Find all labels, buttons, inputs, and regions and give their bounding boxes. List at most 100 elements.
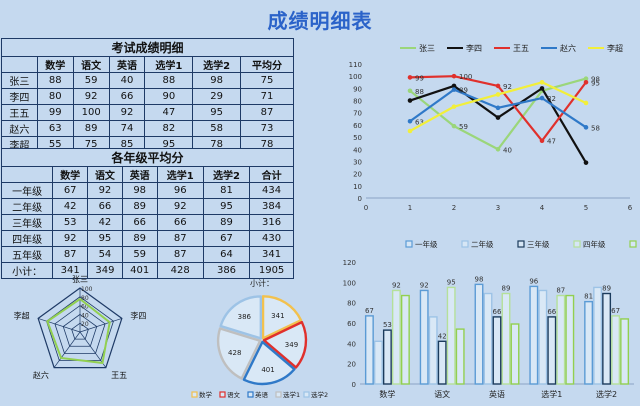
column-header: 英语: [108, 56, 146, 73]
data-label: 98: [591, 76, 600, 84]
radar-grid-ring: [54, 305, 106, 354]
table-cell: 87: [52, 246, 89, 263]
table-cell: 73: [239, 120, 295, 137]
x-category-label: 选学2: [596, 389, 617, 399]
table-cell: 1905: [249, 262, 294, 279]
y-tick-label: 40: [347, 340, 356, 348]
data-label: 100: [459, 73, 472, 81]
table-cell: 53: [52, 214, 89, 231]
y-tick-label: 70: [353, 110, 362, 118]
legend-swatch: [573, 240, 581, 248]
legend-label: 李四: [466, 43, 482, 53]
y-tick-label: 110: [349, 61, 362, 69]
table-cell: 430: [249, 230, 294, 247]
line-chart: 张三 李四 王五 赵六 李超 0 10 20 30 40 50 60 70 80 90 100 110 0 1 2 3 4…: [349, 43, 633, 212]
bar: [455, 328, 465, 385]
legend-swatch: [405, 240, 413, 248]
data-label: 349: [285, 341, 298, 349]
row-label: 三年级: [0, 214, 54, 231]
legend-label: 语文: [227, 390, 241, 399]
data-point: [407, 98, 413, 103]
legend-swatch: [275, 391, 282, 398]
x-tick-label: 1: [408, 204, 412, 212]
bar: [364, 315, 374, 385]
x-category-label: 英语: [489, 389, 505, 399]
bar: [556, 294, 566, 385]
bar: [611, 315, 621, 385]
column-header: 数学: [36, 56, 74, 73]
legend-label: 赵六: [560, 43, 576, 53]
table-cell: 64: [202, 246, 251, 263]
table-cell: 67: [52, 182, 89, 199]
table-cell: 82: [144, 120, 194, 137]
bar: [602, 292, 612, 385]
data-label: 66: [493, 308, 502, 316]
y-tick-label: 0: [352, 381, 356, 389]
table-row: 王五 99 100 92 47 95 87: [1, 104, 295, 121]
y-tick-label: 80: [353, 98, 362, 106]
row-label: 小计：: [0, 262, 54, 279]
legend-swatch: [219, 391, 226, 398]
radar-tick-label: 40: [81, 312, 89, 319]
table-cell: 384: [249, 198, 294, 215]
score-detail-table: 考试成绩明细 数学 语文 英语 选学1 选学2 平均分 张三 88 59 40 88 98 75 李四 80 9…: [1, 38, 295, 153]
data-point: [583, 160, 589, 165]
x-tick-label: 2: [452, 204, 456, 212]
table-row: 三年级 53 42 66 66 89 316: [0, 214, 294, 231]
y-tick-label: 20: [353, 171, 362, 179]
legend-label: 王五: [513, 44, 529, 53]
x-category-label: 选学1: [541, 389, 562, 399]
legend-label: 数学: [199, 390, 213, 399]
bar: [584, 300, 594, 385]
data-point: [495, 115, 501, 120]
table-cell: 92: [52, 230, 89, 247]
table-row: 一年级 67 92 98 96 81 434: [0, 182, 294, 199]
data-label: 63: [415, 118, 424, 126]
bar: [529, 285, 539, 385]
column-header: [1, 56, 38, 73]
radar-axis-label: 李超: [14, 311, 30, 321]
data-label: 386: [238, 313, 252, 321]
table-cell: 92: [72, 88, 110, 105]
x-tick-label: 0: [364, 204, 368, 212]
table-cell: 63: [36, 120, 74, 137]
table-cell: 66: [87, 198, 123, 215]
table-row: 四年级 92 95 89 87 67 430: [0, 230, 294, 247]
radar-axis-label: 李四: [130, 311, 146, 321]
data-label: 92: [392, 281, 401, 289]
pie-slice: [261, 295, 303, 340]
table-cell: 87: [156, 246, 204, 263]
data-label: 341: [271, 312, 284, 320]
bar: [446, 286, 456, 385]
table-cell: 96: [156, 182, 204, 199]
y-tick-label: 20: [347, 361, 356, 369]
column-header: 英语: [121, 166, 158, 183]
pie-slice: [219, 295, 263, 340]
table-cell: 59: [72, 72, 110, 89]
table-cell: 434: [249, 182, 294, 199]
data-label: 67: [611, 307, 620, 315]
table-cell: 88: [144, 72, 194, 89]
table-cell: 100: [72, 104, 110, 121]
data-point: [495, 83, 501, 89]
table-header-row: 数学 语文 英语 选学1 选学2 合计: [0, 166, 294, 183]
y-tick-label: 100: [343, 279, 356, 287]
legend-label: 张三: [419, 44, 435, 53]
legend-label: 选学1: [283, 390, 300, 399]
table-cell: 66: [121, 214, 158, 231]
data-label: 92: [420, 281, 429, 289]
radar-spoke: [38, 318, 81, 333]
legend-label: 二年级: [471, 239, 494, 249]
data-label: 96: [529, 277, 538, 285]
table-row: 二年级 42 66 89 92 95 384: [0, 198, 294, 215]
bar: [510, 323, 520, 385]
column-header: 语文: [72, 56, 110, 73]
legend-swatch: [191, 391, 198, 398]
legend-label: 英语: [255, 390, 269, 399]
data-label: 67: [365, 307, 374, 315]
table-cell: 80: [36, 88, 74, 105]
table-cell: 428: [156, 262, 204, 279]
radar-spoke: [53, 331, 81, 368]
table-cell: 47: [144, 104, 194, 121]
